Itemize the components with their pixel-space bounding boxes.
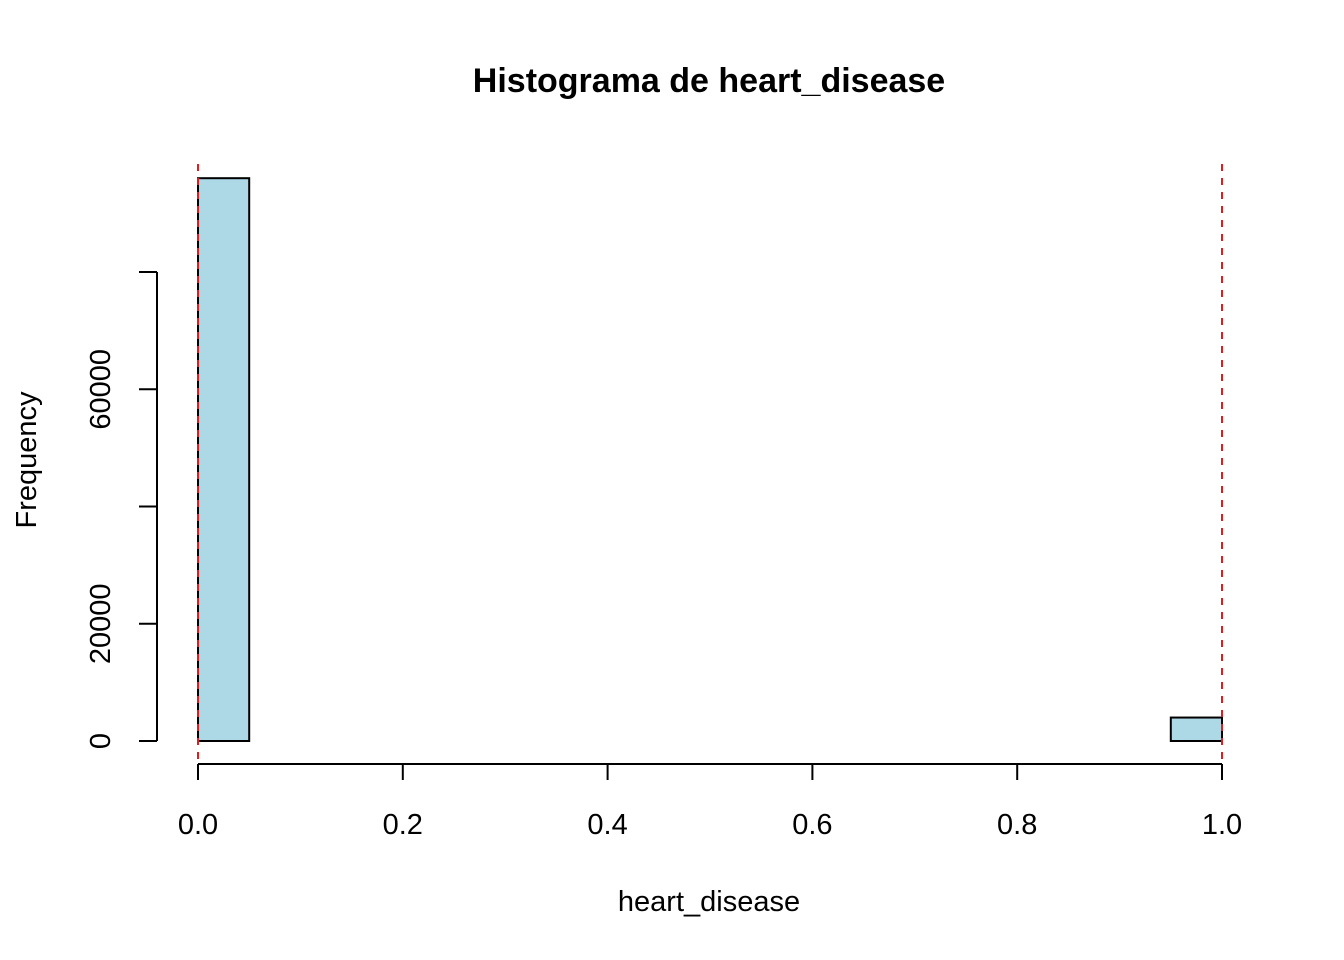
x-axis-label: heart_disease <box>618 886 800 918</box>
y-tick-label-0: 0 <box>85 733 117 749</box>
x-axis: 0.0 0.2 0.4 0.6 0.8 1.0 <box>178 763 1242 841</box>
x-tick-label-2: 0.4 <box>587 809 627 841</box>
y-tick-label-1: 20000 <box>85 583 117 664</box>
x-tick-label-5: 1.0 <box>1202 809 1242 841</box>
x-tick-label-1: 0.2 <box>383 809 423 841</box>
histogram-bar-0 <box>197 177 251 742</box>
x-tick-label-3: 0.6 <box>792 809 832 841</box>
chart-title: Histograma de heart_disease <box>473 62 945 100</box>
reference-lines-group <box>197 164 1223 760</box>
x-tick-label-4: 0.8 <box>997 809 1037 841</box>
histogram-bar-19 <box>1169 716 1224 742</box>
x-tick-label-0: 0.0 <box>178 809 218 841</box>
y-axis-label: Frequency <box>11 391 43 529</box>
bars-group <box>197 177 1224 742</box>
y-tick-label-3: 60000 <box>85 349 117 430</box>
y-axis: 0 20000 60000 <box>85 271 158 749</box>
